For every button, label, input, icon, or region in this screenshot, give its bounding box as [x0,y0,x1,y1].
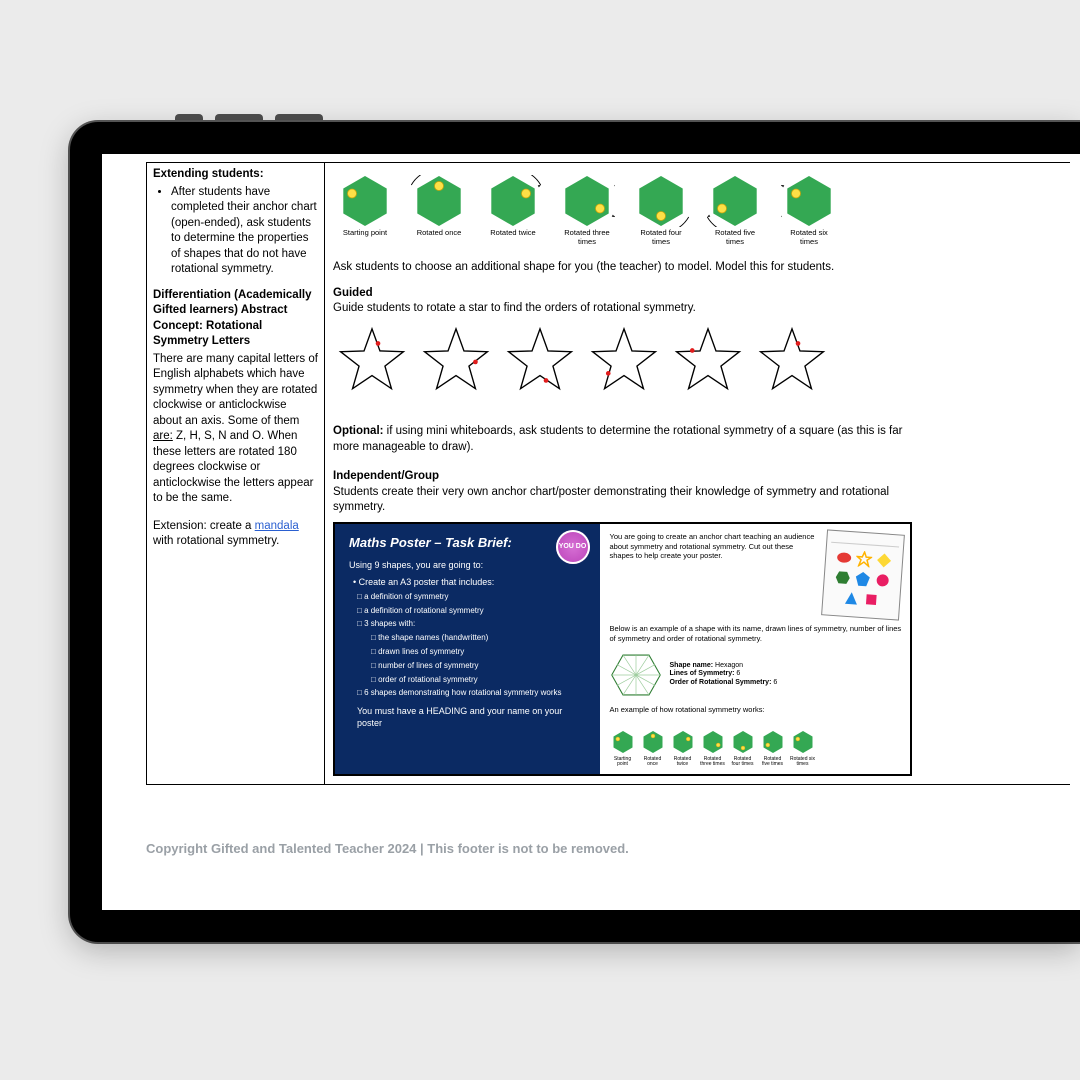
star-rotation-row [333,317,912,407]
guided-text: Guide students to rotate a star to find … [333,301,912,317]
worksheet-thumbnail [821,529,905,620]
mandala-link[interactable]: mandala [255,520,299,532]
poster-sublist3: 6 shapes demonstrating how rotational sy… [349,688,588,699]
hexagon-1 [411,175,467,227]
independent-heading: Independent/Group [333,470,439,482]
copyright-footer: Copyright Gifted and Talented Teacher 20… [146,841,629,856]
poster-li1: Create an A3 poster that includes: [359,577,495,587]
sidebar-column: Extending students: After students have … [146,162,324,785]
star-4 [669,323,747,401]
poster-must: You must have a HEADING and your name on… [349,705,588,729]
hexagon-4 [633,175,689,227]
overflow-column [920,162,1070,785]
ask-text: Ask students to choose an additional sha… [333,260,912,276]
hexagon-3 [559,175,615,227]
tiny-hexagon-row [610,730,903,757]
poster-right-mid: Below is an example of a shape with its … [610,624,903,645]
poster-right-panel: You are going to create an anchor chart … [600,524,911,774]
hexagon-5 [707,175,763,227]
poster-intro: Using 9 shapes, you are going to: [349,559,588,571]
extension-text: Extension: create a mandala with rotatio… [153,519,318,550]
poster-sublist: a definition of symmetrya definition of … [349,592,588,630]
hexagon-properties: Shape name: Hexagon Lines of Symmetry: 6… [670,662,778,688]
optional-text: Optional: if using mini whiteboards, ask… [333,424,912,455]
differentiation-text: There are many capital letters of Englis… [153,352,318,507]
document: Extending students: After students have … [102,154,1080,785]
independent-text: Students create their very own anchor ch… [333,485,912,516]
hexagon-2 [485,175,541,227]
poster-right-bottom: An example of how rotational symmetry wo… [610,705,903,726]
hexagon-rotation-row [333,167,912,229]
tablet-screen: Extending students: After students have … [102,154,1080,910]
task-brief-poster: YOU DO Maths Poster – Task Brief: Using … [333,522,912,776]
star-1 [417,323,495,401]
differentiation-heading: Differentiation (Academically Gifted lea… [153,289,311,348]
extending-bullet: After students have completed their anch… [171,185,318,278]
you-do-badge: YOU DO [556,530,590,564]
poster-left-panel: YOU DO Maths Poster – Task Brief: Using … [335,524,600,774]
guided-heading: Guided [333,287,373,299]
hexagon-symmetry-example [610,651,662,699]
poster-right-intro: You are going to create an anchor chart … [610,532,817,618]
tiny-hexagon-labels: Starting pointRotated onceRotated twiceR… [610,757,903,768]
hexagon-labels: Starting pointRotated onceRotated twiceR… [333,229,912,256]
star-2 [501,323,579,401]
hexagon-6 [781,175,837,227]
star-5 [753,323,831,401]
hexagon-0 [337,175,393,227]
poster-sublist2: the shape names (handwritten)drawn lines… [349,633,588,685]
poster-title: Maths Poster – Task Brief: [349,534,588,552]
extending-heading: Extending students: [153,168,264,180]
star-3 [585,323,663,401]
star-0 [333,323,411,401]
tablet-frame: •• Extending students: After students ha… [70,122,1080,942]
main-column: Starting pointRotated onceRotated twiceR… [324,162,920,785]
